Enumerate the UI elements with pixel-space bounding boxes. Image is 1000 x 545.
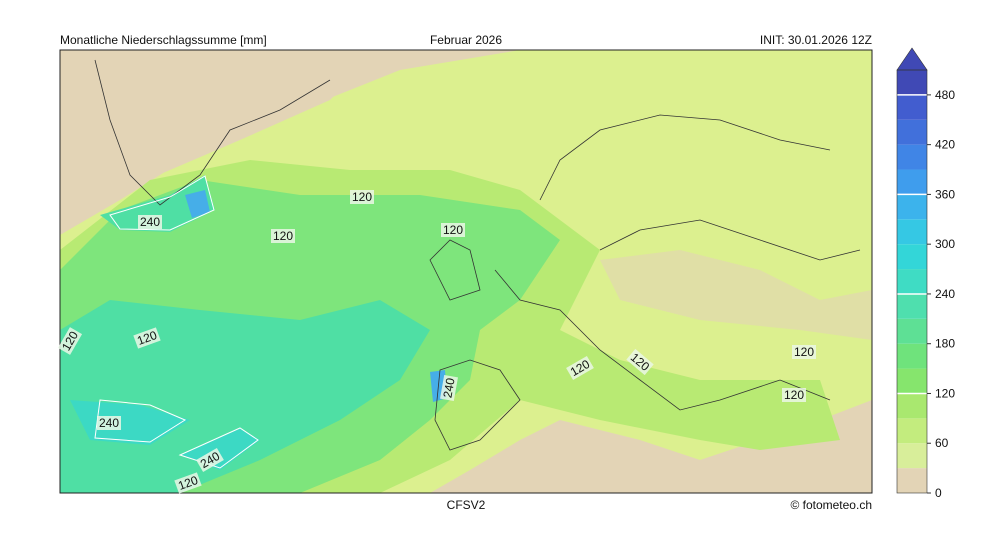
colorbar-tick-label: 420 <box>935 138 955 152</box>
colorbar-arrow <box>896 47 928 71</box>
contour-label-text: 120 <box>135 328 159 348</box>
contour-label: 120 <box>350 190 374 204</box>
contour-label-text: 120 <box>273 229 293 243</box>
colorbar-tick-label: 480 <box>935 88 955 102</box>
colorbar-band <box>897 244 927 270</box>
colorbar-band <box>897 293 927 319</box>
contour-label-bg <box>350 190 374 204</box>
colorbar-band <box>897 94 927 120</box>
contour-label-text: 240 <box>140 215 160 229</box>
map <box>59 49 873 494</box>
contour-label-text: 120 <box>352 190 372 204</box>
title: Monatliche Niederschlagssumme [mm] <box>60 33 267 47</box>
colorbar-band <box>897 219 927 245</box>
colorbar-tick-label: 300 <box>935 237 955 251</box>
contour-label: 240 <box>440 374 458 402</box>
colorbar-tick-label: 360 <box>935 187 955 201</box>
contour-label-text: 240 <box>440 377 457 399</box>
contour-label-text: 120 <box>794 345 814 359</box>
colorbar-band <box>897 468 927 493</box>
contour-label-bg <box>441 223 465 237</box>
colorbar-band <box>897 343 927 369</box>
colorbar-tick-label: 240 <box>935 287 955 301</box>
colorbar-band <box>897 144 927 170</box>
model: CFSV2 <box>447 498 486 512</box>
contour-label-bg <box>626 348 654 376</box>
colorbar-band <box>897 443 927 469</box>
colorbar-band <box>897 318 927 344</box>
contour-label-bg <box>133 327 161 349</box>
colorbar-frame <box>896 69 928 494</box>
colorbar-band <box>897 194 927 220</box>
contour-label: 240 <box>138 215 162 229</box>
contour-label: 120 <box>174 472 202 494</box>
contour-label-bg <box>782 388 806 402</box>
colorbar-band <box>897 418 927 444</box>
contour-label: 120 <box>133 327 161 349</box>
colorbar-tick-label: 180 <box>935 337 955 351</box>
contour-label-text: 120 <box>784 388 804 402</box>
contour-label: 240 <box>97 416 121 430</box>
contour-label-bg <box>97 416 121 430</box>
colorbar-band <box>897 119 927 145</box>
colorbar-band <box>897 169 927 195</box>
colorbar-band <box>897 393 927 419</box>
colorbar: 0 60 120 180 240 300 360 420 480 <box>896 47 955 500</box>
period: Februar 2026 <box>430 33 502 47</box>
colorbar-band <box>897 70 927 95</box>
colorbar-tick-label: 120 <box>935 386 955 400</box>
contour-label-text: 120 <box>443 223 463 237</box>
contour-label-text: 120 <box>176 473 200 493</box>
contour-label: 120 <box>441 223 465 237</box>
init: INIT: 30.01.2026 12Z <box>760 33 872 47</box>
contour-label-bg <box>792 345 816 359</box>
contour-label: 120 <box>792 345 816 359</box>
contour-label-bg <box>174 472 202 494</box>
contour-label-bg <box>440 374 458 402</box>
colorbar-tick-label: 0 <box>935 486 942 500</box>
contour-label: 120 <box>271 229 295 243</box>
colorbar-band <box>897 269 927 294</box>
colorbar-tick-label: 60 <box>935 436 949 450</box>
credit: © fotometeo.ch <box>790 498 872 512</box>
contour-label-bg <box>566 355 594 381</box>
contour-label-text: 240 <box>99 416 119 430</box>
contour-label-bg <box>57 327 83 355</box>
contour-label: 120 <box>782 388 806 402</box>
contour-label-bg <box>196 447 224 473</box>
colorbar-band <box>897 368 927 394</box>
contour-label-bg <box>271 229 295 243</box>
contour-label-bg <box>138 215 162 229</box>
